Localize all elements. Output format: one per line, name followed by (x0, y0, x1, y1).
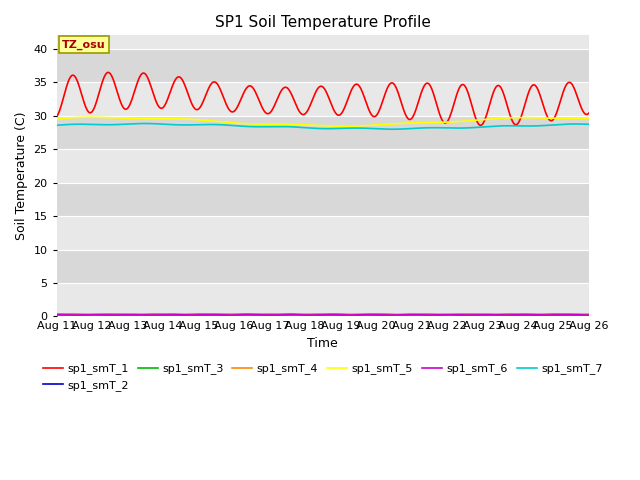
sp1_smT_6 (148, 312, 156, 318)
sp1_smT_3 (116, 312, 124, 318)
sp1_smT_3 (356, 312, 364, 318)
sp1_smT_1 (290, 96, 298, 102)
sp1_smT_5 (279, 121, 287, 127)
sp1_smT_6 (279, 312, 287, 318)
Text: TZ_osu: TZ_osu (62, 39, 106, 50)
sp1_smT_1 (116, 97, 124, 103)
sp1_smT_4 (290, 312, 298, 317)
sp1_smT_1 (53, 114, 61, 120)
sp1_smT_1 (477, 122, 484, 128)
Bar (57, 116, 589, 149)
sp1_smT_3 (472, 312, 479, 318)
sp1_smT_6 (563, 312, 570, 317)
Bar (57, 250, 589, 283)
sp1_smT_2 (279, 312, 287, 317)
sp1_smT_1 (300, 112, 307, 118)
sp1_smT_1 (356, 84, 364, 90)
Bar (57, 49, 589, 82)
sp1_smT_7 (290, 124, 298, 130)
sp1_smT_7 (141, 120, 148, 126)
sp1_smT_4 (568, 311, 576, 317)
sp1_smT_3 (53, 312, 61, 318)
sp1_smT_6 (94, 312, 102, 318)
Line: sp1_smT_5: sp1_smT_5 (57, 117, 589, 126)
sp1_smT_4 (356, 311, 364, 317)
Line: sp1_smT_7: sp1_smT_7 (57, 123, 589, 129)
Bar (57, 283, 589, 316)
sp1_smT_6 (290, 312, 298, 317)
sp1_smT_6 (300, 312, 307, 318)
sp1_smT_2 (300, 312, 307, 318)
sp1_smT_2 (116, 312, 124, 317)
sp1_smT_7 (116, 121, 124, 127)
sp1_smT_4 (94, 312, 102, 317)
sp1_smT_6 (356, 312, 364, 318)
sp1_smT_3 (279, 312, 287, 318)
Bar (57, 149, 589, 182)
sp1_smT_5 (53, 116, 61, 122)
sp1_smT_3 (94, 312, 102, 318)
sp1_smT_1 (104, 70, 112, 75)
sp1_smT_2 (356, 312, 364, 318)
sp1_smT_6 (53, 312, 61, 317)
sp1_smT_7 (94, 122, 102, 128)
sp1_smT_5 (341, 123, 349, 129)
sp1_smT_2 (53, 312, 61, 317)
sp1_smT_3 (300, 312, 307, 318)
sp1_smT_5 (585, 115, 593, 121)
sp1_smT_2 (94, 312, 102, 318)
sp1_smT_2 (585, 312, 593, 317)
sp1_smT_1 (279, 86, 287, 92)
sp1_smT_4 (53, 311, 61, 317)
Bar (57, 182, 589, 216)
Bar (57, 82, 589, 116)
sp1_smT_2 (290, 312, 298, 317)
Line: sp1_smT_1: sp1_smT_1 (57, 72, 589, 125)
sp1_smT_5 (300, 122, 307, 128)
sp1_smT_1 (585, 110, 593, 116)
sp1_smT_5 (290, 121, 298, 127)
sp1_smT_6 (585, 312, 593, 318)
sp1_smT_7 (300, 125, 307, 131)
sp1_smT_2 (441, 312, 449, 318)
sp1_smT_5 (94, 114, 102, 120)
sp1_smT_7 (388, 126, 396, 132)
sp1_smT_5 (86, 114, 94, 120)
sp1_smT_2 (197, 312, 205, 317)
sp1_smT_4 (239, 312, 246, 317)
sp1_smT_3 (585, 312, 593, 318)
sp1_smT_7 (279, 124, 287, 130)
X-axis label: Time: Time (307, 337, 338, 350)
sp1_smT_4 (116, 311, 124, 317)
sp1_smT_5 (356, 123, 364, 129)
sp1_smT_7 (356, 125, 364, 131)
Bar (57, 216, 589, 250)
sp1_smT_7 (53, 122, 61, 128)
sp1_smT_6 (116, 312, 124, 318)
sp1_smT_1 (94, 94, 102, 100)
sp1_smT_3 (290, 312, 298, 318)
Legend: sp1_smT_1, sp1_smT_2, sp1_smT_3, sp1_smT_4, sp1_smT_5, sp1_smT_6, sp1_smT_7: sp1_smT_1, sp1_smT_2, sp1_smT_3, sp1_smT… (38, 359, 607, 395)
sp1_smT_4 (585, 312, 593, 317)
Y-axis label: Soil Temperature (C): Soil Temperature (C) (15, 112, 28, 240)
sp1_smT_5 (116, 115, 124, 121)
sp1_smT_4 (300, 312, 307, 317)
sp1_smT_7 (585, 121, 593, 127)
sp1_smT_4 (279, 312, 287, 317)
sp1_smT_3 (147, 312, 155, 318)
Title: SP1 Soil Temperature Profile: SP1 Soil Temperature Profile (215, 15, 431, 30)
Line: sp1_smT_2: sp1_smT_2 (57, 314, 589, 315)
